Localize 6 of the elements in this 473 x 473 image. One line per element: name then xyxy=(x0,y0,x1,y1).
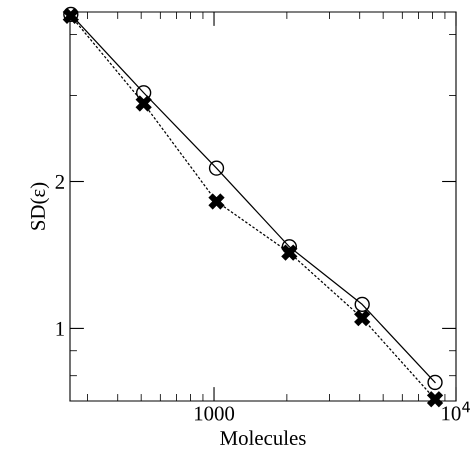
x-tick-label: 10$^{4}$ xyxy=(442,402,470,420)
y-axis-title: SD(ε) xyxy=(30,182,50,230)
x-tick-label: 1000 xyxy=(195,406,234,421)
x-axis-title: Molecules xyxy=(220,430,306,446)
y-tick-label: 1 xyxy=(56,322,64,336)
y-tick-label: 2 xyxy=(56,174,64,189)
